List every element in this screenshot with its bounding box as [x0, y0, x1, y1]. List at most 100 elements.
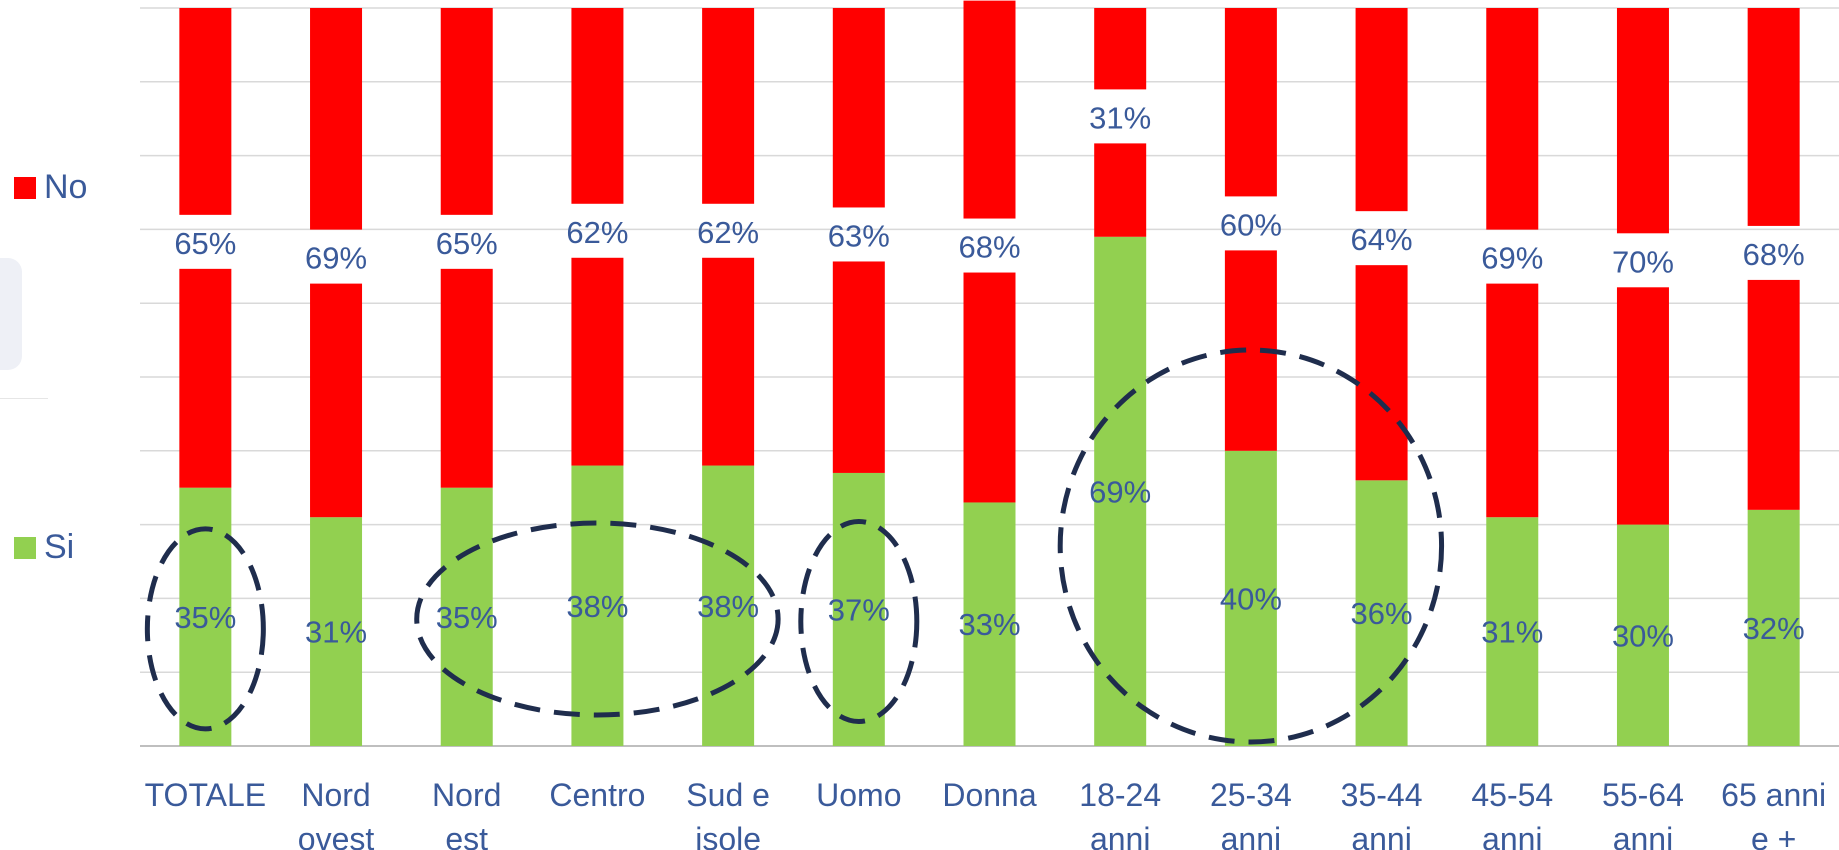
- bar-no: [702, 8, 755, 204]
- x-tick-label: Nord: [432, 777, 501, 813]
- data-label-no: 62%: [566, 215, 628, 250]
- x-tick-label: 45-54: [1471, 777, 1553, 813]
- bar-no: [963, 272, 1016, 503]
- bar-no: [571, 8, 624, 204]
- data-label-si: 36%: [1351, 596, 1413, 631]
- bar-no: [310, 283, 363, 518]
- x-tick-label: Centro: [549, 777, 645, 813]
- x-tick-label: anni: [1221, 821, 1282, 850]
- side-panel-decoration: [0, 258, 22, 370]
- highlight-ellipses: [144, 347, 1445, 745]
- legend-label-no: No: [44, 168, 88, 206]
- bar-si: [702, 465, 755, 746]
- bar-no: [1224, 8, 1277, 197]
- bar-si: [832, 472, 885, 746]
- bar-no: [310, 8, 363, 230]
- bar-no: [1094, 8, 1147, 90]
- bar-no: [1486, 283, 1539, 518]
- x-tick-label: TOTALE: [145, 777, 267, 813]
- x-tick-label: ovest: [298, 821, 375, 850]
- data-labels: 65% 35% 69% 31% 65% 35% 62% 38% 62% 38% 63% 37% 68% 3…: [174, 100, 1804, 653]
- x-tick-label: 65 anni: [1721, 777, 1826, 813]
- data-label-si: 31%: [305, 615, 367, 650]
- bar-si: [440, 487, 493, 746]
- x-tick-label: Nord: [301, 777, 370, 813]
- legend-item-si: Si: [14, 528, 74, 567]
- bar-si: [963, 502, 1016, 746]
- data-label-no: 68%: [1743, 237, 1805, 272]
- bar-no: [702, 257, 755, 466]
- data-label-no: 65%: [436, 226, 498, 261]
- bar-si: [1094, 236, 1147, 746]
- bar-si: [571, 465, 624, 746]
- data-label-si: 33%: [958, 607, 1020, 642]
- data-label-si: 30%: [1612, 618, 1674, 653]
- bar-no: [1616, 8, 1669, 234]
- bar-si: [310, 517, 363, 746]
- x-tick-label: Donna: [942, 777, 1037, 813]
- data-label-no: 68%: [958, 230, 1020, 265]
- highlight-ellipse: [1057, 347, 1445, 745]
- bars: [179, 0, 1800, 746]
- data-label-si: 38%: [697, 589, 759, 624]
- bar-no: [440, 268, 493, 488]
- x-tick-label: anni: [1613, 821, 1674, 850]
- x-tick-label: 25-34: [1210, 777, 1292, 813]
- data-label-no: 65%: [174, 226, 236, 261]
- data-label-si: 32%: [1743, 611, 1805, 646]
- bar-no: [963, 0, 1016, 219]
- bar-no: [1747, 8, 1800, 226]
- x-tick-label: 35-44: [1341, 777, 1423, 813]
- bar-no: [1486, 8, 1539, 230]
- bar-no: [1355, 265, 1408, 481]
- data-label-no: 64%: [1351, 222, 1413, 257]
- bar-no: [571, 257, 624, 466]
- data-label-no: 62%: [697, 215, 759, 250]
- data-label-no: 31%: [1089, 100, 1151, 135]
- highlight-ellipse: [414, 520, 781, 718]
- highlight-ellipse: [798, 518, 920, 724]
- x-axis: TOTALE Nord ovest Nord est Centro Sud e isole Uo…: [145, 777, 1827, 850]
- legend-label-si: Si: [44, 528, 75, 566]
- data-label-si: 31%: [1481, 615, 1543, 650]
- bar-no: [1355, 8, 1408, 212]
- bar-si: [1486, 517, 1539, 746]
- x-tick-label: Sud e: [686, 777, 770, 813]
- x-tick-label: est: [445, 821, 488, 850]
- x-tick-label: 55-64: [1602, 777, 1684, 813]
- bar-no: [179, 268, 232, 488]
- data-label-si: 37%: [828, 592, 890, 627]
- bar-no: [179, 8, 232, 215]
- legend-swatch-si: [14, 536, 36, 559]
- bar-si: [1616, 524, 1669, 746]
- bar-no: [832, 261, 885, 473]
- data-label-si: 40%: [1220, 581, 1282, 616]
- bar-no: [440, 8, 493, 215]
- data-label-no: 60%: [1220, 207, 1282, 242]
- x-tick-label: isole: [695, 821, 761, 850]
- legend-item-no: No: [14, 168, 87, 207]
- data-label-no: 69%: [305, 241, 367, 276]
- bar-no: [1094, 143, 1147, 237]
- bar-no: [1747, 279, 1800, 510]
- data-label-si: 35%: [436, 600, 498, 635]
- data-label-no: 70%: [1612, 244, 1674, 279]
- x-tick-label: 18-24: [1079, 777, 1161, 813]
- data-label-si: 69%: [1089, 474, 1151, 509]
- highlight-ellipse: [144, 526, 266, 732]
- x-tick-label: e +: [1751, 821, 1796, 850]
- x-tick-label: anni: [1351, 821, 1412, 850]
- bar-no: [1616, 287, 1669, 525]
- data-label-si: 35%: [174, 600, 236, 635]
- data-label-si: 38%: [566, 589, 628, 624]
- bar-si: [1747, 509, 1800, 746]
- data-label-no: 63%: [828, 218, 890, 253]
- x-tick-label: Uomo: [816, 777, 901, 813]
- x-tick-label: anni: [1482, 821, 1543, 850]
- side-divider: [0, 398, 48, 399]
- legend-swatch-no: [14, 176, 36, 199]
- x-tick-label: anni: [1090, 821, 1151, 850]
- bar-no: [832, 8, 885, 208]
- bar-si: [1224, 450, 1277, 746]
